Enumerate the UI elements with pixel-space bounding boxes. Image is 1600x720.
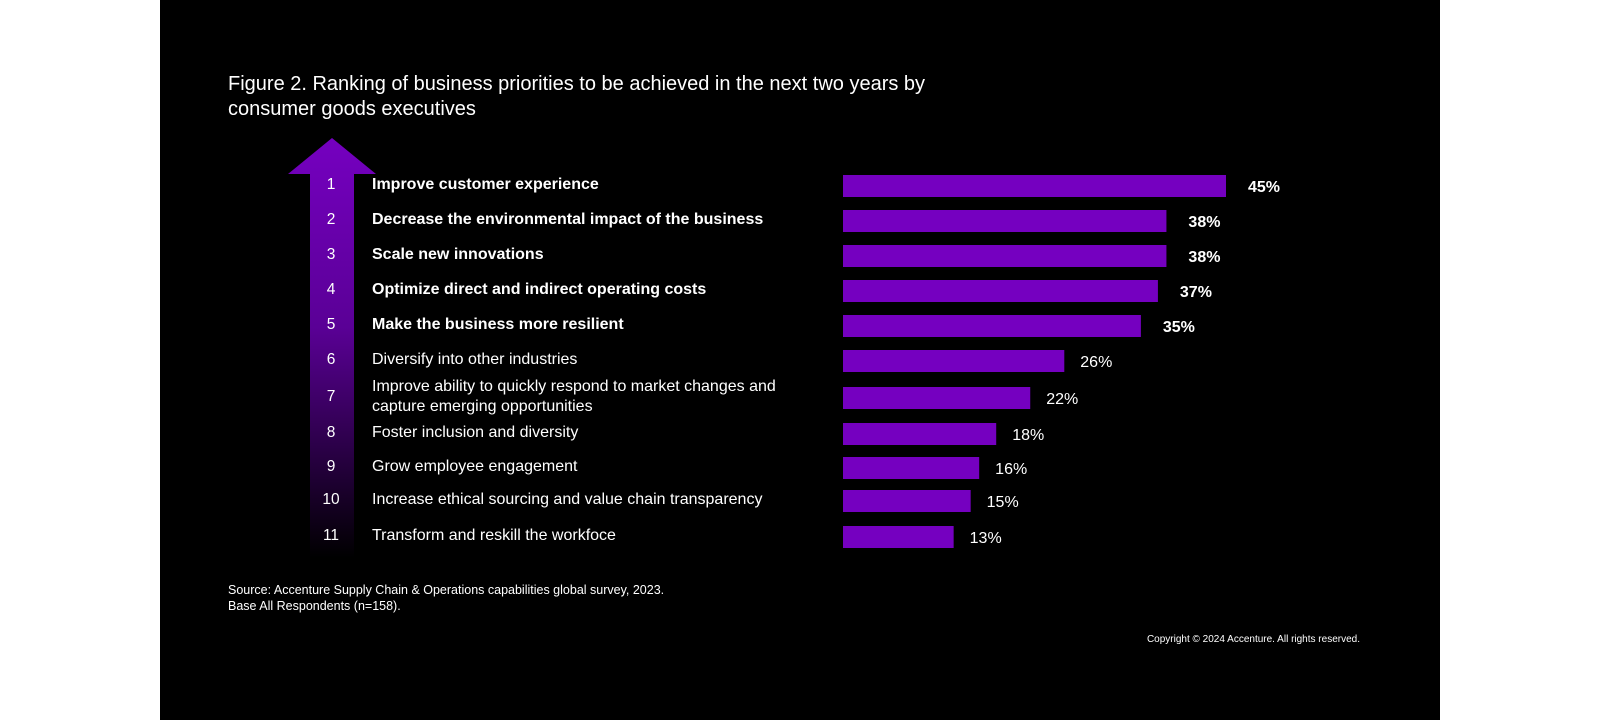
rank-number: 1: [326, 176, 336, 193]
bar: [843, 175, 1226, 197]
data-label: 35%: [1163, 319, 1195, 336]
bar: [843, 280, 1158, 302]
bar: [843, 526, 954, 548]
data-label: 26%: [1080, 354, 1112, 371]
rank-number: 8: [326, 424, 336, 441]
category-label: Increase ethical sourcing and value chai…: [372, 491, 763, 508]
data-label: 13%: [970, 530, 1002, 547]
category-label: Foster inclusion and diversity: [372, 424, 579, 441]
category-label: Improve ability to quickly respond to ma…: [372, 378, 776, 415]
source-line: Source: Accenture Supply Chain & Operati…: [228, 583, 665, 597]
category-label: Decrease the environmental impact of the…: [372, 211, 764, 228]
data-label: 15%: [987, 494, 1019, 511]
category-label: Grow employee engagement: [372, 458, 578, 475]
base-line: Base All Respondents (n=158).: [228, 599, 401, 613]
ranking-arrow-icon: [288, 138, 376, 558]
data-label: 22%: [1046, 391, 1078, 408]
category-label: Make the business more resilient: [372, 316, 624, 333]
bar: [843, 423, 997, 445]
data-label: 38%: [1188, 214, 1220, 231]
data-label: 38%: [1188, 249, 1220, 266]
rank-number: 6: [326, 351, 336, 368]
copyright-note: Copyright © 2024 Accenture. All rights r…: [1146, 634, 1360, 645]
bar: [843, 315, 1141, 337]
data-label: 45%: [1248, 179, 1280, 196]
rank-number: 9: [326, 458, 336, 475]
bar: [843, 457, 980, 479]
rank-number: 7: [326, 388, 336, 405]
category-label: Improve customer experience: [372, 176, 599, 193]
bar: [843, 490, 971, 512]
rank-number: 4: [326, 281, 336, 298]
data-label: 18%: [1012, 427, 1044, 444]
bar: [843, 350, 1065, 372]
rank-number: 2: [326, 211, 336, 228]
rank-number: 5: [326, 316, 336, 333]
bar: [843, 245, 1167, 267]
data-label: 16%: [995, 461, 1027, 478]
category-label: Diversify into other industries: [372, 351, 578, 368]
data-label: 37%: [1180, 284, 1212, 301]
bar: [843, 387, 1031, 409]
rank-number: 3: [326, 246, 336, 263]
category-label: Optimize direct and indirect operating c…: [372, 281, 707, 298]
rank-number: 10: [322, 491, 340, 508]
rank-number: 11: [322, 527, 340, 544]
chart-title: Figure 2. Ranking of business priorities…: [228, 73, 926, 120]
category-label: Transform and reskill the workfoce: [372, 527, 616, 544]
source-note: Source: Accenture Supply Chain & Operati…: [228, 582, 664, 614]
figure-panel: Figure 2. Ranking of business priorities…: [160, 0, 1440, 720]
category-label: Scale new innovations: [372, 246, 544, 263]
bar: [843, 210, 1167, 232]
